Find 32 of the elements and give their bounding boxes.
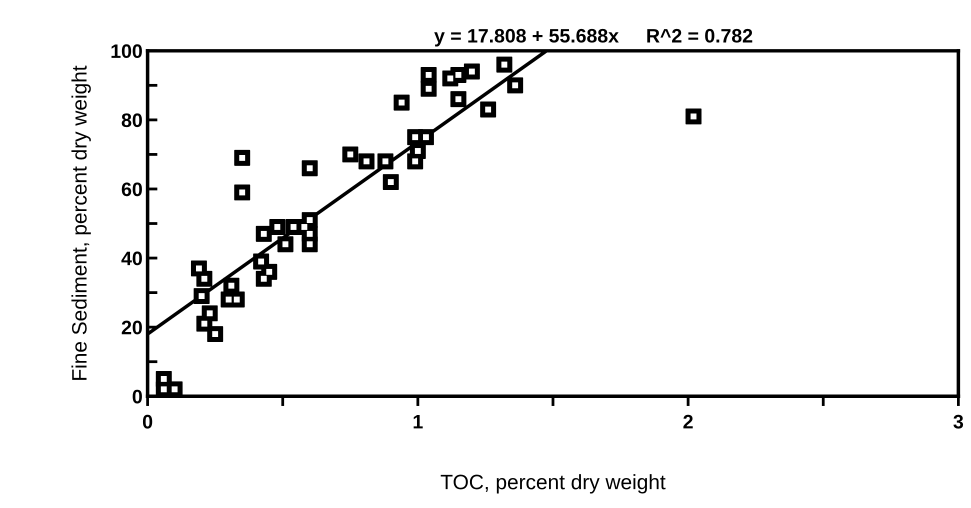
- point: [207, 326, 224, 342]
- point: [686, 108, 702, 124]
- point: [507, 77, 524, 94]
- point: [480, 102, 496, 118]
- x-tick-label: 2: [683, 414, 693, 428]
- point: [464, 64, 480, 80]
- y-tick-label: 100: [112, 44, 142, 58]
- x-axis-title: TOC, percent dry weight: [440, 474, 666, 494]
- point: [234, 184, 250, 200]
- y-tick-label: 40: [121, 252, 142, 266]
- y-tick-label: 0: [132, 390, 142, 404]
- y-tick-label: 80: [122, 113, 142, 128]
- point: [377, 153, 394, 170]
- point: [407, 153, 424, 170]
- point: [450, 91, 466, 108]
- x-tick-label: 3: [953, 414, 964, 429]
- point: [496, 56, 512, 73]
- x-tick-label: 0: [142, 414, 152, 429]
- point: [234, 150, 250, 166]
- point: [420, 80, 437, 97]
- point: [342, 146, 358, 162]
- y-tick-label: 60: [122, 182, 142, 196]
- point: [394, 94, 410, 111]
- point: [196, 270, 212, 287]
- point: [269, 218, 286, 235]
- chart-title: y = 17.808 + 55.688x R^2 = 0.782: [434, 28, 752, 46]
- y-axis-title: Fine Sediment, percent dry weight: [71, 66, 91, 380]
- y-tick-label: 20: [122, 320, 142, 334]
- point: [194, 288, 210, 304]
- x-tick-label: 1: [414, 415, 423, 428]
- point: [382, 174, 399, 190]
- point: [358, 153, 374, 170]
